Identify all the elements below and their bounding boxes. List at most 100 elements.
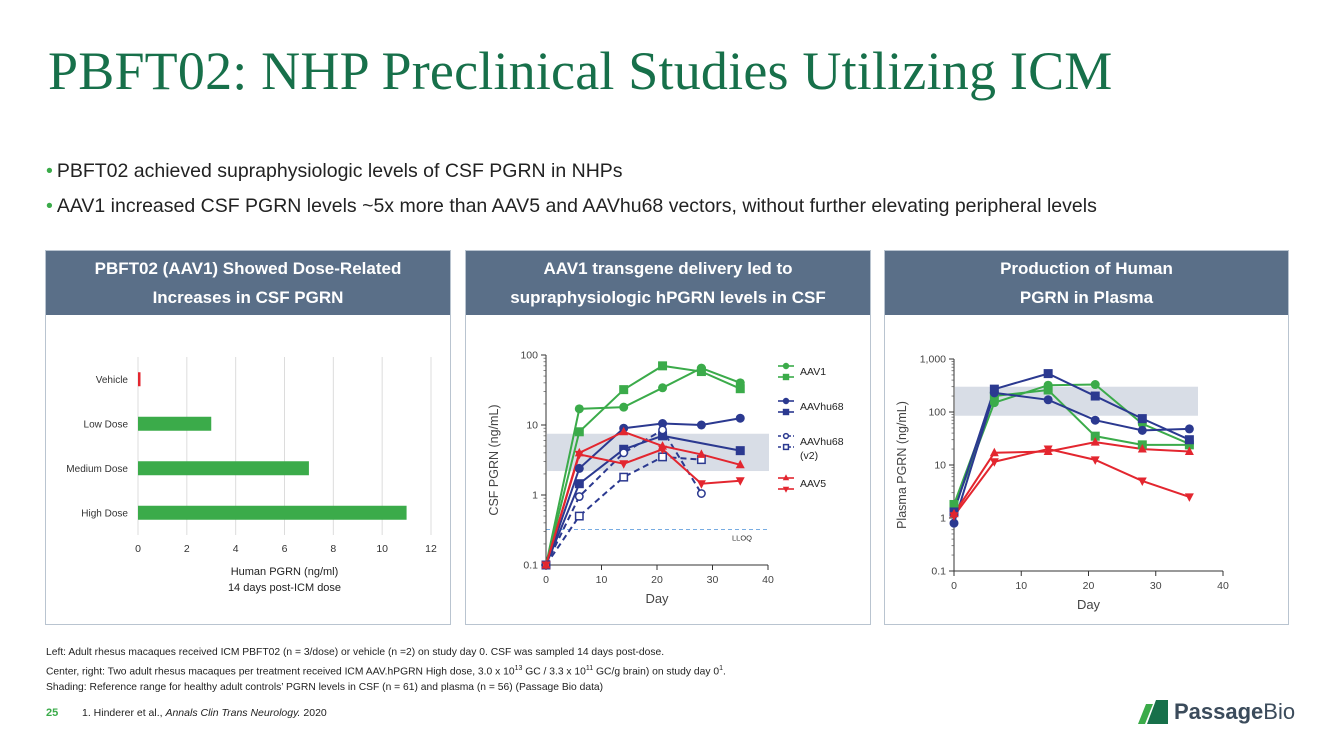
data-point (696, 367, 706, 377)
panel-csf-pgrn: AAV1 transgene delivery led to supraphysi… (465, 250, 871, 625)
slide-title: PBFT02: NHP Preclinical Studies Utilizin… (48, 41, 1113, 101)
y-tick-label: 1,000 (920, 354, 946, 366)
panel-header: AAV1 transgene delivery led to supraphysi… (466, 251, 870, 315)
bullet-text: PBFT02 achieved supraphysiologic levels … (56, 160, 623, 182)
data-point (574, 404, 584, 414)
panel-header-line: PBFT02 (AAV1) Showed Dose-Related (94, 259, 402, 278)
data-point (1137, 444, 1147, 453)
data-point (949, 499, 959, 509)
data-point (574, 427, 584, 437)
series-line (545, 448, 741, 566)
bar (138, 416, 212, 431)
data-point (696, 420, 706, 430)
data-point (949, 512, 959, 521)
panel-header-line: supraphysiologic hPGRN levels in CSF (510, 288, 826, 307)
data-point (782, 486, 790, 493)
panel-header: Production of Human PGRN in Plasma (885, 251, 1288, 315)
data-point (619, 460, 629, 469)
data-point (1184, 424, 1194, 434)
bar (138, 461, 309, 476)
bullet-item: • AAV1 increased CSF PGRN levels ~5x more… (46, 195, 1316, 218)
legend-label: AAVhu68 (800, 436, 844, 448)
x-tick-label: 30 (1150, 580, 1162, 592)
x-tick-label: 40 (1217, 580, 1229, 592)
y-tick-label: 10 (934, 460, 946, 472)
x-tick-label: 10 (596, 574, 608, 586)
data-point (696, 489, 706, 498)
series-line (545, 417, 741, 566)
x-tick-label: 10 (1015, 580, 1027, 592)
reference-citation: 1. Hinderer et al., Annals Clin Trans Ne… (82, 707, 327, 719)
data-point (574, 511, 584, 521)
y-tick-label: 100 (928, 407, 946, 419)
data-point (1090, 456, 1100, 465)
x-axis-label: Human PGRN (ng/ml) (231, 566, 339, 578)
data-point (658, 431, 668, 441)
series-line (545, 364, 741, 566)
panel-header-line: AAV1 transgene delivery led to (543, 259, 793, 278)
x-tick-label: 4 (233, 543, 239, 555)
x-axis-label: Day (1077, 597, 1101, 612)
lloq-label: LLOQ (732, 534, 752, 543)
x-axis-sublabel: 14 days post-ICM dose (228, 582, 341, 594)
x-tick-label: 12 (425, 543, 437, 555)
x-tick-label: 20 (1083, 580, 1095, 592)
data-point (735, 384, 745, 394)
x-tick-label: 30 (707, 574, 719, 586)
csf-line-chart: LLOQ 0.1 1 10 100 0 10 20 30 40 Day CSF PGRN (ng/mL… (487, 350, 844, 607)
data-point (619, 402, 629, 412)
legend-label: AAV5 (800, 478, 826, 490)
y-axis-label: CSF PGRN (ng/mL) (487, 404, 501, 515)
data-point (782, 373, 790, 381)
bar (138, 505, 407, 520)
data-point (1090, 437, 1100, 446)
series-line (953, 372, 1190, 513)
series-line (953, 448, 1190, 517)
legend-label: AAV1 (800, 366, 826, 378)
x-tick-label: 20 (651, 574, 663, 586)
series-line (545, 455, 702, 566)
x-tick-label: 40 (762, 574, 774, 586)
data-point (989, 458, 999, 467)
data-point (1043, 369, 1053, 379)
data-point (658, 445, 668, 455)
data-point (619, 448, 629, 458)
panel-dose-response: PBFT02 (AAV1) Showed Dose-Related Increas… (45, 250, 451, 625)
data-point (782, 474, 790, 481)
data-point (1090, 391, 1100, 401)
data-point (1137, 425, 1147, 435)
footnote-line: Center, right: Two adult rhesus macaques… (46, 665, 726, 678)
data-point (658, 425, 668, 435)
category-label: Low Dose (84, 419, 129, 430)
data-point (989, 447, 999, 457)
data-point (1090, 431, 1100, 441)
data-point (782, 362, 790, 370)
data-point (949, 518, 959, 528)
logo-mark-icon (1138, 700, 1168, 724)
panel-header-line: Increases in CSF PGRN (152, 288, 344, 307)
x-tick-label: 6 (282, 543, 288, 555)
panel-header-line: Production of Human (1000, 259, 1173, 278)
panel-header-line: PGRN in Plasma (1019, 288, 1154, 307)
data-point (782, 397, 790, 405)
x-tick-label: 0 (543, 574, 549, 586)
footnote-line: Left: Adult rhesus macaques received ICM… (46, 647, 665, 658)
legend-label: (v2) (800, 450, 818, 462)
data-point (735, 413, 745, 423)
data-point (574, 479, 584, 489)
data-point (735, 477, 745, 486)
data-point (619, 472, 629, 482)
data-point (1043, 445, 1053, 455)
footnotes: Left: Adult rhesus macaques received ICM… (46, 645, 726, 696)
data-point (735, 446, 745, 456)
data-point (782, 432, 790, 440)
data-point (1043, 385, 1053, 395)
data-point (782, 443, 790, 451)
x-tick-label: 0 (951, 580, 957, 592)
x-tick-label: 8 (330, 543, 336, 555)
y-tick-label: 1 (940, 513, 946, 525)
y-tick-label: 10 (526, 420, 538, 432)
data-point (1184, 493, 1194, 502)
page-number: 25 (46, 707, 59, 719)
data-point (1137, 477, 1147, 486)
